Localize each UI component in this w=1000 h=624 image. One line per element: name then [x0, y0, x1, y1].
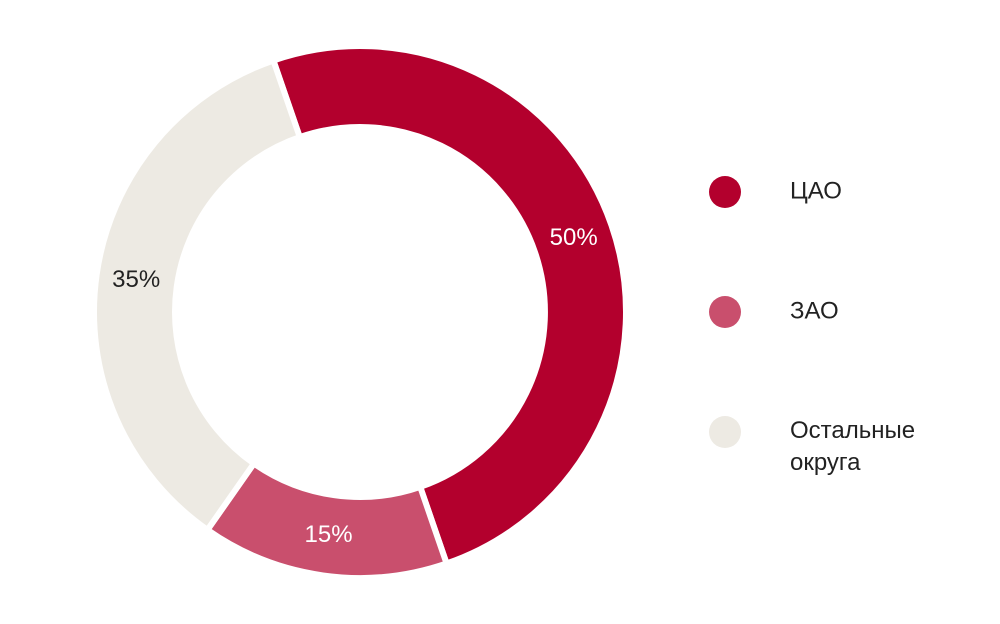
legend-marker [709, 176, 741, 208]
donut-segment [270, 43, 629, 567]
data-label: 50% [550, 224, 598, 251]
legend-label: ЦАО [790, 177, 842, 204]
donut-segment [91, 57, 303, 533]
data-label: 35% [112, 266, 160, 293]
legend-label-line: Остальные [790, 417, 915, 444]
legend-marker [709, 296, 741, 328]
data-label: 15% [305, 521, 353, 548]
legend-label: ЗАО [790, 297, 839, 324]
legend-label-line: округа [790, 449, 861, 476]
legend-label: Остальные округа [790, 417, 915, 476]
legend-marker [709, 416, 741, 448]
